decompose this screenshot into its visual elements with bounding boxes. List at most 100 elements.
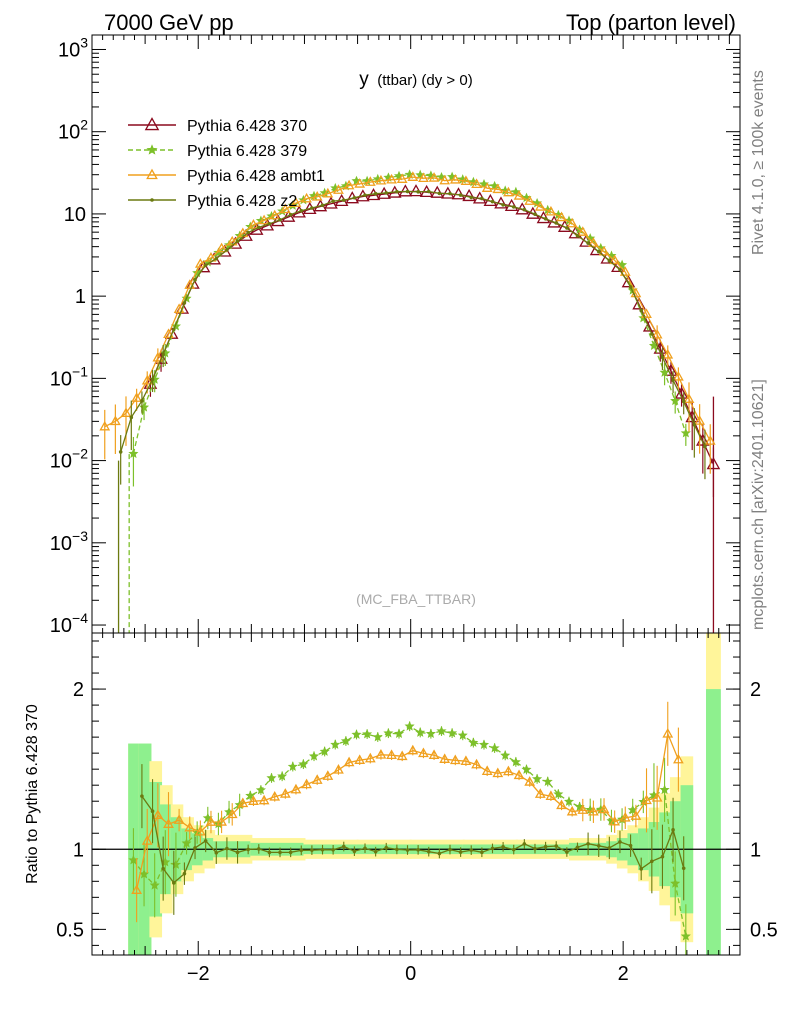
marker-z2: [373, 191, 378, 196]
ratio-marker-ambt1: [343, 756, 355, 767]
marker-z2: [501, 203, 505, 207]
series-line-p379: [132, 173, 687, 454]
marker-ambt1: [704, 435, 716, 445]
marker-z2: [256, 225, 261, 230]
marker-ambt1: [173, 303, 185, 313]
marker-ambt1: [269, 209, 281, 220]
series-p379: [128, 169, 691, 633]
marker-z2: [203, 263, 208, 267]
ratio-marker-p379: [245, 790, 256, 800]
ratio-marker-z2: [171, 881, 176, 885]
marker-ambt1: [577, 226, 589, 236]
ratio-marker-ambt1: [460, 755, 472, 766]
marker-z2: [458, 193, 463, 197]
series-ambt1: [99, 171, 716, 474]
ratio-marker-ambt1: [524, 776, 536, 786]
ratio-marker-p379: [510, 756, 521, 767]
ratio-marker-z2: [278, 850, 282, 855]
marker-ambt1: [428, 172, 440, 182]
ratio-marker-p379: [149, 880, 160, 890]
ratio-marker-z2: [140, 794, 144, 798]
main-ticks: 10−4 10−3 10−2 10−1 1 10 102 103: [50, 34, 740, 637]
ratio-marker-z2: [533, 846, 537, 851]
marker-z2: [384, 191, 389, 195]
marker-ambt1: [131, 392, 142, 402]
ratio-marker-z2: [267, 850, 272, 855]
marker-z2: [469, 195, 474, 200]
ratio-marker-p379: [563, 796, 575, 806]
ratio-marker-ambt1: [184, 821, 196, 832]
ratio-marker-p379: [489, 742, 500, 753]
ratio-marker-p379: [478, 739, 490, 750]
marker-z2: [554, 221, 559, 225]
ratio-marker-p379: [372, 731, 383, 742]
ratio-marker-p379: [553, 788, 564, 799]
rivet-label: Rivet 4.1.0, ≥ 100k events: [750, 70, 767, 255]
marker-p379: [160, 348, 171, 358]
marker-ambt1: [163, 328, 174, 339]
ratio-marker-ambt1: [333, 764, 344, 774]
ratio-marker-ambt1: [216, 816, 227, 826]
ratio-marker-z2: [490, 846, 495, 851]
marker-z2: [129, 415, 134, 420]
marker-p379: [659, 367, 670, 377]
ratio-marker-ambt1: [173, 814, 185, 824]
legend-label-ambt1: Pythia 6.428 ambt1: [187, 168, 325, 185]
legend-marker: [146, 144, 158, 155]
marker-ambt1: [534, 201, 546, 211]
marker-ambt1: [566, 217, 578, 228]
ratio-marker-p379: [330, 739, 341, 749]
ratio-marker-ambt1: [439, 753, 451, 763]
marker-z2: [352, 195, 357, 200]
watermark: (MC_FBA_TTBAR): [356, 591, 476, 607]
marker-p370: [632, 297, 646, 310]
ratio-marker-z2: [246, 847, 250, 852]
ratio-marker-ambt1: [226, 808, 238, 819]
legend-marker: [150, 198, 154, 202]
ratio-marker-z2: [150, 809, 155, 814]
marker-ambt1: [503, 186, 514, 197]
marker-ambt1: [471, 178, 482, 189]
marker-z2: [278, 218, 282, 222]
marker-ambt1: [364, 176, 376, 186]
ratio-marker-ambt1: [449, 754, 461, 765]
main-ytick-label: 10−2: [50, 446, 88, 473]
series-p370: [143, 184, 721, 633]
ratio-marker-ambt1: [205, 816, 217, 826]
marker-ambt1: [694, 415, 706, 425]
marker-ambt1: [588, 237, 599, 247]
marker-z2: [416, 189, 420, 194]
ratio-panel: 0.5 0.5 1 1 2 2 −2 0 2 Ratio to Pythia 6.428 370: [24, 632, 778, 985]
band-edge-outer: [706, 633, 721, 690]
ratio-marker-p379: [287, 761, 298, 771]
series-line-z2: [120, 190, 706, 453]
ratio-marker-z2: [671, 828, 675, 832]
marker-z2: [267, 222, 272, 226]
ratio-xtick-label: 0: [405, 963, 416, 985]
legend-label-p370: Pythia 6.428 370: [187, 118, 307, 135]
marker-ambt1: [418, 172, 429, 183]
marker-ambt1: [216, 242, 227, 253]
ratio-marker-ambt1: [481, 765, 493, 776]
ratio-marker-ambt1: [279, 788, 291, 798]
series-line-p370: [149, 190, 714, 465]
ratio-series-z2: [140, 764, 686, 915]
main-ytick-label: 1: [75, 286, 86, 308]
marker-ambt1: [460, 175, 472, 185]
ratio-marker-p379: [542, 776, 553, 786]
mcplots-label: mcplots.cern.ch [arXiv:2401.10621]: [750, 379, 767, 630]
marker-p370: [398, 184, 413, 197]
series-line-ambt1: [104, 176, 711, 442]
marker-z2: [118, 450, 123, 454]
ratio-series-p379: [128, 721, 691, 955]
marker-ambt1: [407, 171, 419, 181]
ratio-marker-ambt1: [141, 835, 153, 845]
marker-p370: [228, 236, 243, 249]
ratio-marker-ambt1: [651, 792, 663, 802]
main-ytick-label: 10−4: [50, 610, 88, 637]
ratio-marker-z2: [501, 845, 505, 849]
ratio-marker-z2: [320, 847, 325, 852]
band-edge-inner: [706, 689, 721, 955]
marker-ambt1: [683, 393, 695, 403]
